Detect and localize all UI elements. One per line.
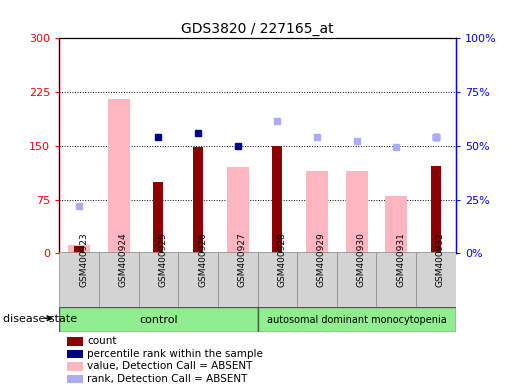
Bar bbox=[272, 146, 282, 253]
Bar bbox=[59, 252, 99, 307]
Text: percentile rank within the sample: percentile rank within the sample bbox=[87, 349, 263, 359]
Text: GSM400925: GSM400925 bbox=[159, 232, 167, 287]
Bar bbox=[258, 252, 297, 307]
Bar bbox=[108, 99, 130, 253]
Bar bbox=[153, 182, 163, 253]
Text: GSM400930: GSM400930 bbox=[356, 232, 366, 287]
Bar bbox=[67, 337, 83, 346]
Text: autosomal dominant monocytopenia: autosomal dominant monocytopenia bbox=[267, 314, 447, 325]
Text: GSM400931: GSM400931 bbox=[397, 232, 405, 287]
Bar bbox=[337, 252, 376, 307]
Text: GSM400923: GSM400923 bbox=[79, 232, 88, 287]
Text: GSM400929: GSM400929 bbox=[317, 232, 326, 287]
Text: GSM400928: GSM400928 bbox=[277, 232, 286, 287]
Text: control: control bbox=[139, 314, 178, 325]
Bar bbox=[74, 246, 84, 253]
Bar bbox=[297, 252, 337, 307]
Bar bbox=[416, 252, 456, 307]
Bar bbox=[59, 307, 258, 332]
Bar bbox=[431, 166, 441, 253]
Bar bbox=[218, 252, 258, 307]
Bar bbox=[227, 167, 249, 253]
Bar bbox=[68, 245, 90, 253]
Text: rank, Detection Call = ABSENT: rank, Detection Call = ABSENT bbox=[87, 374, 247, 384]
Bar bbox=[258, 307, 456, 332]
Bar bbox=[178, 252, 218, 307]
Text: GSM400926: GSM400926 bbox=[198, 232, 207, 287]
Bar bbox=[385, 196, 407, 253]
Text: GSM400932: GSM400932 bbox=[436, 232, 445, 287]
Text: value, Detection Call = ABSENT: value, Detection Call = ABSENT bbox=[87, 361, 252, 371]
Bar bbox=[67, 375, 83, 383]
Bar bbox=[193, 147, 203, 253]
Text: GSM400927: GSM400927 bbox=[238, 232, 247, 287]
Bar bbox=[99, 252, 139, 307]
Text: count: count bbox=[87, 336, 116, 346]
Bar bbox=[139, 252, 178, 307]
Text: disease state: disease state bbox=[3, 314, 77, 324]
Bar bbox=[67, 350, 83, 358]
Title: GDS3820 / 227165_at: GDS3820 / 227165_at bbox=[181, 22, 334, 36]
Bar bbox=[376, 252, 416, 307]
Bar bbox=[67, 362, 83, 371]
Bar bbox=[306, 171, 328, 253]
Bar bbox=[346, 171, 368, 253]
Text: GSM400924: GSM400924 bbox=[118, 233, 128, 287]
